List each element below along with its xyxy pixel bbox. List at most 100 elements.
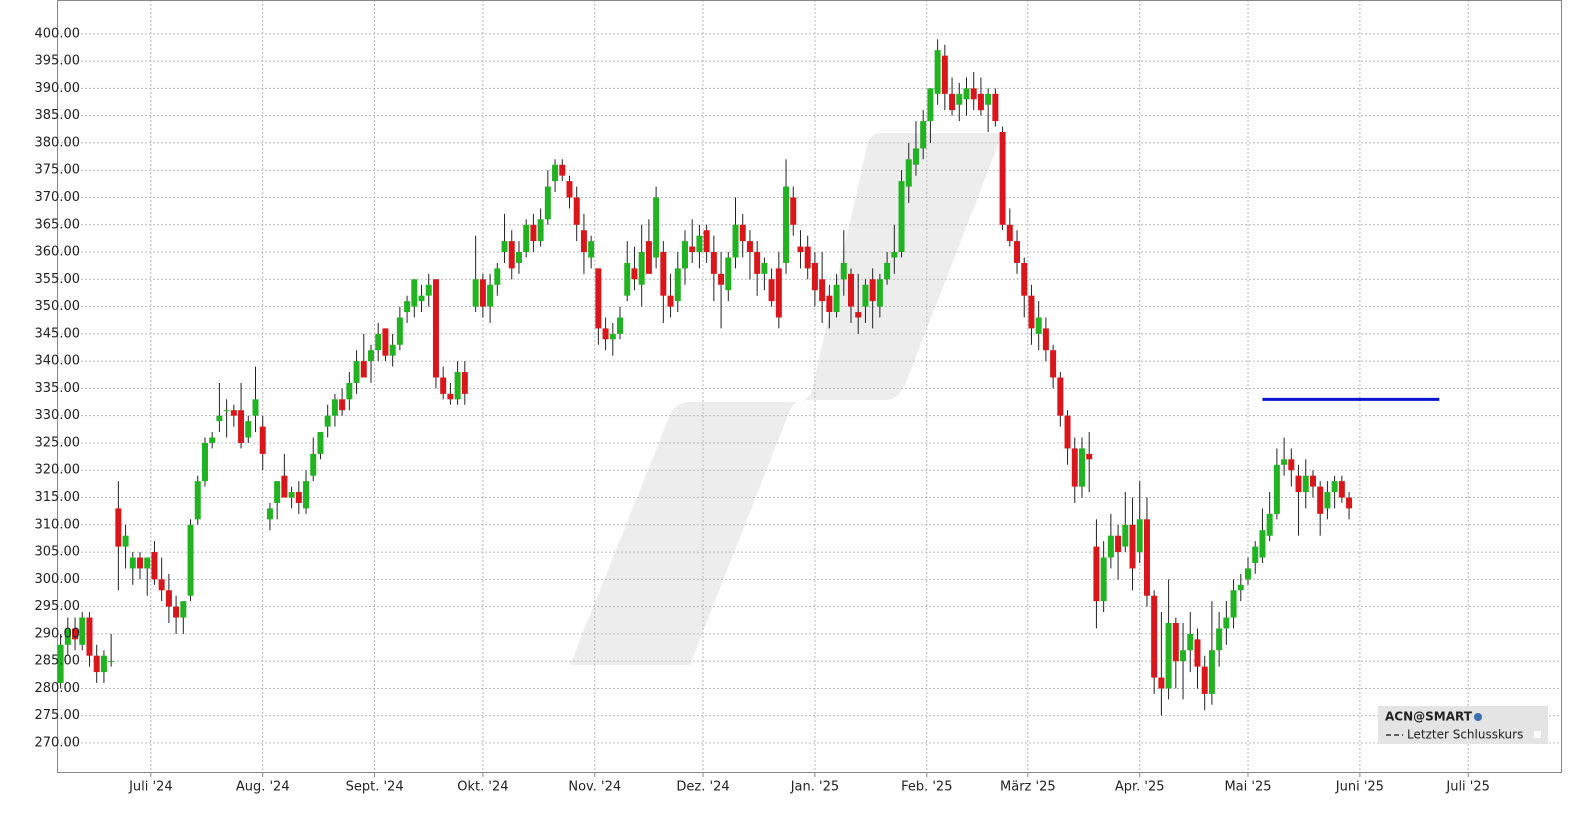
candle-body [898, 181, 905, 253]
x-tick-label: Jan. '25 [790, 780, 839, 795]
candle-body [1086, 453, 1093, 460]
candle-body [79, 617, 86, 645]
candle-body [230, 410, 237, 416]
y-tick-label: 385.00 [35, 108, 81, 123]
candle-body [382, 328, 389, 356]
candle-body [1014, 241, 1021, 263]
candle-body [862, 284, 869, 307]
candle-body [790, 197, 797, 225]
candle-body [1216, 628, 1223, 651]
candle-body [1281, 459, 1288, 465]
y-tick-label: 315.00 [35, 490, 81, 505]
candle-body [201, 442, 208, 482]
y-tick-label: 335.00 [35, 381, 81, 396]
candle-body [1288, 459, 1295, 471]
x-tick-label: Okt. '24 [457, 780, 508, 795]
candle-body [165, 590, 172, 607]
candle-body [1172, 622, 1179, 662]
candle-body [941, 55, 948, 94]
candle-body [617, 317, 624, 334]
x-tick-label: Juli '25 [1445, 780, 1490, 795]
candle-body [252, 399, 259, 416]
candle-body [523, 224, 530, 253]
candle-body [432, 279, 439, 378]
candle-body [303, 481, 310, 509]
candle-body [912, 148, 919, 165]
candle-body [768, 279, 775, 302]
candle-body [1187, 633, 1194, 651]
candle-body [963, 88, 970, 100]
candle-body [1122, 524, 1129, 547]
candle-body [580, 230, 587, 253]
candle-body [310, 453, 317, 476]
candle-body [487, 284, 494, 307]
candle-body [725, 257, 732, 291]
candle-body [187, 524, 194, 596]
candle-body [595, 268, 602, 329]
candle-body [472, 279, 479, 307]
y-tick-label: 370.00 [35, 190, 81, 205]
candle-body [158, 579, 165, 591]
candle-body [977, 93, 984, 111]
candle-body [1050, 350, 1057, 378]
candle-body [840, 262, 847, 280]
candle-body [811, 262, 818, 291]
candle-body [1252, 546, 1259, 563]
candle-body [100, 655, 107, 673]
plot-frame [57, 0, 1562, 773]
candle-body [1143, 519, 1150, 596]
candle-body [566, 181, 573, 198]
candle-body [122, 535, 129, 547]
axis-labels: 270.00 275.00 280.00 285.00 290.00 295.00 300.… [35, 26, 1490, 794]
candle-body [515, 252, 522, 263]
candle-body [274, 481, 281, 503]
candle-body [173, 606, 180, 618]
candle-body [281, 475, 288, 498]
candle-body [324, 415, 331, 427]
candle-body [970, 88, 977, 100]
candle-body [266, 508, 273, 520]
candle-body [108, 661, 115, 663]
candle-body [1245, 568, 1252, 580]
y-tick-label: 355.00 [35, 272, 81, 287]
candle-body [1302, 475, 1309, 493]
y-tick-label: 365.00 [35, 217, 81, 232]
candle-body [848, 273, 855, 307]
candle-body [681, 241, 688, 269]
candle-body [667, 295, 674, 307]
candle-body [479, 279, 486, 307]
candle-body [754, 252, 761, 274]
candle-body [689, 246, 696, 253]
candle-body [461, 372, 468, 394]
candle-body [783, 186, 790, 263]
x-tick-label: Sept. '24 [346, 780, 404, 795]
candle-body [1180, 650, 1187, 662]
candle-body [609, 333, 616, 340]
candle-body [797, 246, 804, 253]
candle-body [573, 197, 580, 225]
candle-body [1100, 557, 1107, 602]
candle-body [1078, 448, 1085, 487]
candle-body [775, 268, 782, 318]
candle-body [223, 410, 230, 412]
candle-body [1331, 481, 1338, 493]
candle-body [144, 557, 151, 569]
candle-body [353, 361, 360, 383]
plot [57, 39, 1440, 716]
y-tick-label: 400.00 [35, 26, 81, 41]
candle-body [638, 252, 645, 285]
x-tick-label: Nov. '24 [568, 780, 621, 795]
candle-body [339, 399, 346, 411]
y-tick-label: 325.00 [35, 435, 81, 450]
candle-body [891, 252, 898, 258]
candle-body [72, 628, 79, 640]
candle-body [396, 317, 403, 345]
candle-body [1107, 535, 1114, 558]
candle-body [696, 235, 703, 253]
candle-body [884, 262, 891, 280]
candle-body [1006, 224, 1013, 242]
y-tick-label: 330.00 [35, 408, 81, 423]
candle-body [501, 241, 508, 253]
candle-body [1158, 677, 1165, 689]
